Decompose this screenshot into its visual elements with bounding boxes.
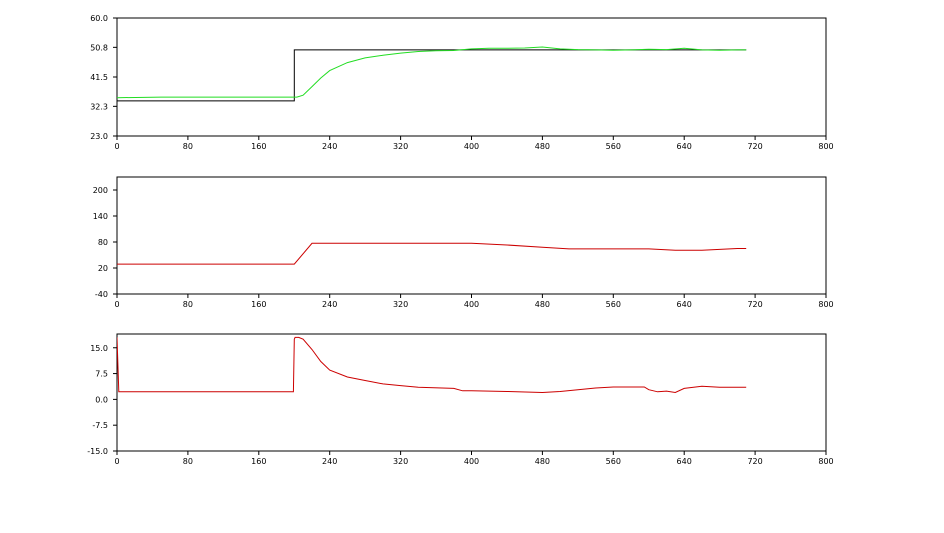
- x-tick-label: 0: [114, 300, 119, 309]
- x-tick-label: 320: [393, 300, 408, 309]
- y-tick-label: 60.0: [90, 14, 108, 23]
- series-line-1: [117, 336, 747, 394]
- x-tick-label: 80: [183, 142, 193, 151]
- series-line-2: [117, 46, 747, 99]
- plot-frame: [116, 17, 827, 137]
- x-tick-label: 560: [606, 457, 621, 466]
- chart-panel-2: 0 80 160 240 320 400 480 560 640 720 800 -40 20 80 140…: [93, 176, 834, 309]
- y-tick-label: -7.5: [92, 421, 108, 430]
- y-tick-label: 20: [98, 264, 108, 273]
- y-tick-label: 140: [93, 212, 108, 221]
- x-tick-label: 400: [464, 300, 479, 309]
- y-tick-label: 41.5: [90, 73, 108, 82]
- x-tick-label: 480: [535, 300, 550, 309]
- plot-frame: [116, 333, 827, 452]
- x-tick-label: 80: [183, 457, 193, 466]
- y-tick-label: 0.0: [95, 395, 108, 404]
- x-tick-label: 720: [747, 300, 762, 309]
- plot-frame: [116, 176, 827, 295]
- y-tick-label: 7.5: [95, 370, 108, 379]
- y-tick-label: 200: [93, 186, 108, 195]
- x-tick-label: 0: [114, 457, 119, 466]
- y-tick-label: 80: [98, 238, 108, 247]
- chart-panel-3: 0 80 160 240 320 400 480 560 640 720 800 -15.0 -7.5 0…: [87, 333, 834, 466]
- x-tick-label: 720: [747, 457, 762, 466]
- x-tick-label: 160: [251, 300, 266, 309]
- y-tick-label: -15.0: [87, 447, 108, 456]
- x-tick-label: 160: [251, 142, 266, 151]
- x-tick-label: 320: [393, 142, 408, 151]
- x-tick-label: 720: [747, 142, 762, 151]
- y-tick-label: 50.8: [90, 43, 108, 52]
- y-tick-label: -40: [95, 290, 108, 299]
- y-tick-label: 15.0: [90, 344, 108, 353]
- series-line-1: [117, 49, 747, 102]
- y-tick-label: 32.3: [90, 102, 108, 111]
- x-tick-label: 400: [464, 142, 479, 151]
- x-tick-label: 640: [677, 142, 692, 151]
- x-tick-label: 480: [535, 142, 550, 151]
- x-tick-label: 400: [464, 457, 479, 466]
- y-tick-label: 23.0: [90, 132, 108, 141]
- x-tick-label: 800: [818, 142, 833, 151]
- x-tick-label: 320: [393, 457, 408, 466]
- x-tick-label: 560: [606, 300, 621, 309]
- chart-panel-1: 0 80 160 240 320 400 480 560 640 720 800 23.0 32.3 41…: [90, 14, 833, 151]
- x-tick-label: 560: [606, 142, 621, 151]
- x-tick-label: 800: [818, 300, 833, 309]
- x-tick-label: 480: [535, 457, 550, 466]
- x-tick-label: 800: [818, 457, 833, 466]
- x-tick-label: 240: [322, 457, 337, 466]
- x-tick-label: 240: [322, 300, 337, 309]
- x-tick-label: 240: [322, 142, 337, 151]
- series-line-1: [117, 242, 747, 265]
- x-tick-label: 80: [183, 300, 193, 309]
- x-tick-label: 160: [251, 457, 266, 466]
- x-tick-label: 640: [677, 457, 692, 466]
- x-tick-label: 640: [677, 300, 692, 309]
- x-tick-label: 0: [114, 142, 119, 151]
